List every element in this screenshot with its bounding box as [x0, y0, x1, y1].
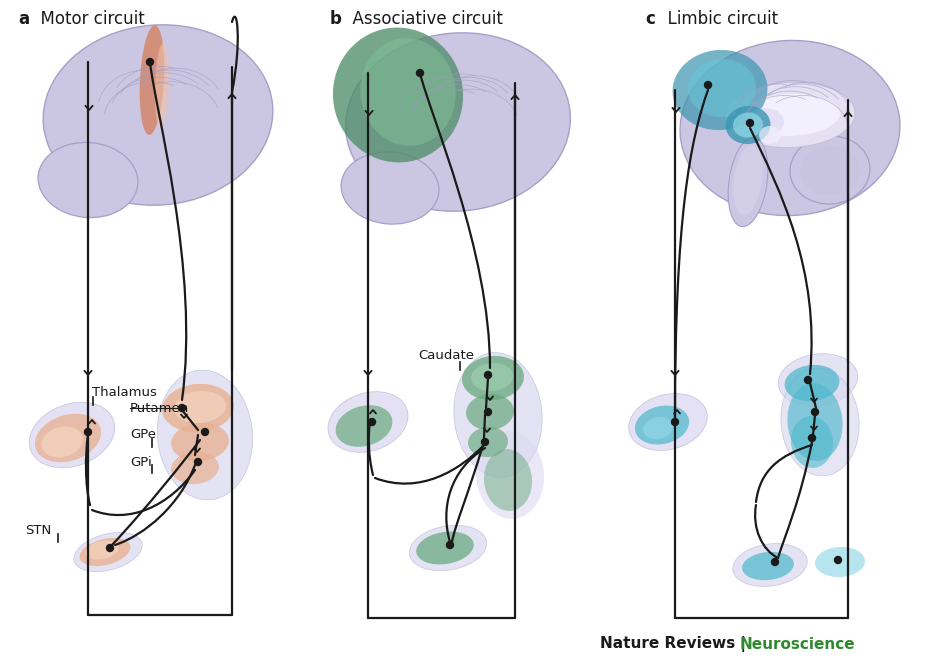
Ellipse shape — [791, 416, 833, 468]
Ellipse shape — [725, 82, 855, 147]
Circle shape — [482, 438, 488, 446]
Ellipse shape — [79, 538, 131, 566]
Ellipse shape — [471, 363, 513, 391]
Text: a: a — [18, 10, 29, 28]
Ellipse shape — [726, 106, 770, 144]
Ellipse shape — [171, 423, 229, 461]
Ellipse shape — [345, 33, 570, 211]
Text: Caudate: Caudate — [418, 348, 474, 362]
Text: Nature Reviews |: Nature Reviews | — [600, 636, 751, 652]
Ellipse shape — [790, 136, 870, 204]
Text: Associative circuit: Associative circuit — [342, 10, 503, 28]
Circle shape — [809, 435, 815, 442]
Text: c: c — [645, 10, 655, 28]
Circle shape — [195, 458, 201, 466]
Ellipse shape — [416, 531, 474, 564]
Ellipse shape — [815, 547, 865, 577]
Text: Neuroscience: Neuroscience — [740, 637, 855, 652]
Ellipse shape — [85, 541, 119, 559]
Ellipse shape — [787, 383, 843, 461]
Ellipse shape — [454, 352, 542, 478]
Ellipse shape — [733, 543, 807, 586]
Ellipse shape — [643, 417, 673, 440]
Text: b: b — [330, 10, 342, 28]
Circle shape — [84, 429, 92, 436]
Ellipse shape — [680, 40, 900, 216]
Ellipse shape — [759, 126, 781, 144]
Circle shape — [812, 409, 818, 415]
Ellipse shape — [784, 365, 839, 401]
Ellipse shape — [468, 427, 508, 457]
Circle shape — [107, 545, 114, 551]
Ellipse shape — [342, 152, 439, 224]
Text: GPi: GPi — [130, 456, 151, 468]
Ellipse shape — [673, 50, 767, 130]
Ellipse shape — [336, 405, 393, 447]
Ellipse shape — [462, 356, 524, 400]
Ellipse shape — [688, 59, 756, 117]
Ellipse shape — [733, 145, 762, 214]
Ellipse shape — [157, 370, 253, 500]
Ellipse shape — [800, 145, 860, 195]
Ellipse shape — [780, 368, 859, 476]
Ellipse shape — [360, 38, 456, 146]
Circle shape — [369, 419, 376, 425]
Text: Thalamus: Thalamus — [92, 385, 157, 399]
Circle shape — [179, 405, 185, 411]
Ellipse shape — [476, 431, 544, 519]
Circle shape — [672, 419, 678, 425]
Ellipse shape — [174, 391, 226, 423]
Ellipse shape — [484, 449, 532, 511]
Circle shape — [147, 58, 153, 66]
Ellipse shape — [74, 533, 142, 572]
Ellipse shape — [29, 402, 114, 468]
Ellipse shape — [742, 552, 794, 580]
Ellipse shape — [733, 113, 763, 137]
Ellipse shape — [746, 108, 784, 136]
Ellipse shape — [740, 94, 840, 136]
Ellipse shape — [466, 394, 514, 430]
Ellipse shape — [728, 137, 768, 226]
Ellipse shape — [42, 427, 82, 458]
Circle shape — [705, 82, 711, 88]
Circle shape — [447, 541, 453, 549]
Text: Motor circuit: Motor circuit — [30, 10, 145, 28]
Circle shape — [772, 559, 779, 565]
Circle shape — [416, 70, 424, 76]
Text: Limbic circuit: Limbic circuit — [657, 10, 779, 28]
Circle shape — [201, 429, 208, 436]
Ellipse shape — [629, 393, 708, 450]
Ellipse shape — [44, 25, 272, 205]
Ellipse shape — [410, 525, 486, 571]
Ellipse shape — [35, 414, 101, 462]
Circle shape — [484, 371, 492, 379]
Text: GPe: GPe — [130, 429, 156, 442]
Circle shape — [834, 557, 842, 563]
Circle shape — [746, 119, 754, 127]
Ellipse shape — [162, 384, 234, 432]
Circle shape — [484, 409, 492, 415]
Text: STN: STN — [25, 523, 51, 537]
Circle shape — [804, 377, 812, 383]
Ellipse shape — [155, 42, 169, 127]
Ellipse shape — [635, 405, 689, 444]
Ellipse shape — [328, 392, 408, 452]
Ellipse shape — [140, 25, 165, 135]
Ellipse shape — [333, 27, 464, 162]
Ellipse shape — [38, 143, 138, 218]
Ellipse shape — [779, 354, 858, 406]
Text: Putamen: Putamen — [130, 401, 189, 415]
Ellipse shape — [171, 452, 219, 484]
